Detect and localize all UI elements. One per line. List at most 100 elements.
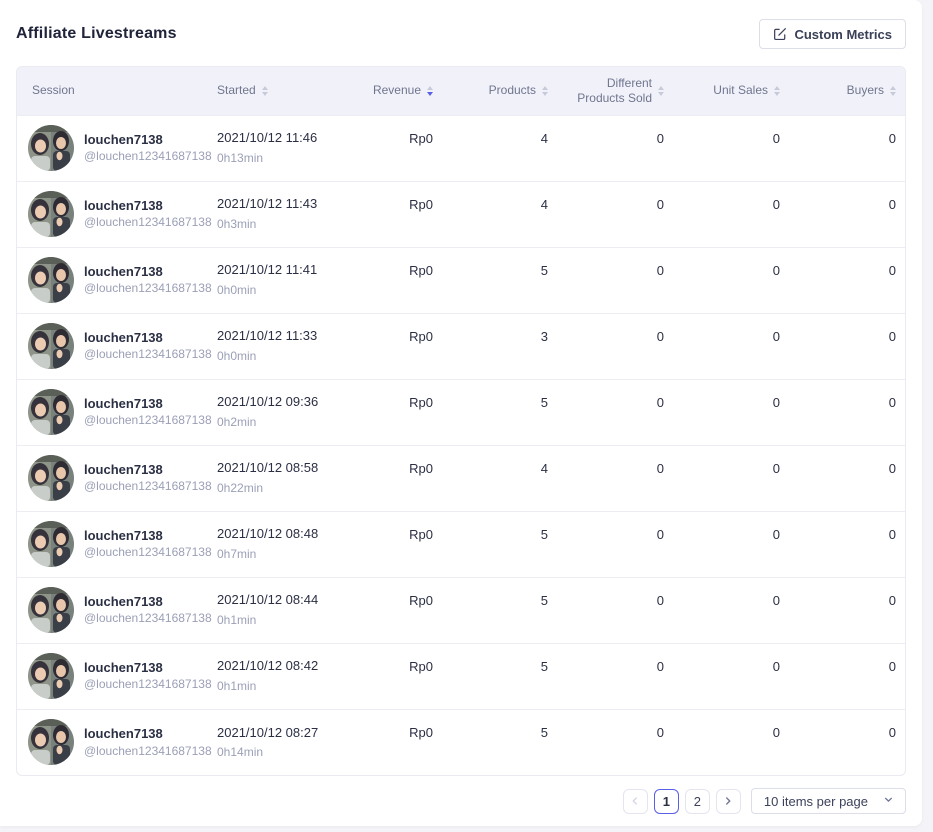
different-products-sold-value: 0: [656, 658, 664, 674]
streamer-handle: @louchen12341687138: [84, 743, 212, 758]
column-header-revenue[interactable]: Revenue: [373, 67, 443, 115]
started-datetime: 2021/10/12 11:46: [217, 130, 318, 146]
column-header-products[interactable]: Products: [443, 67, 558, 115]
buyers-value: 0: [888, 262, 896, 278]
chevron-right-icon: [721, 794, 735, 808]
sort-carets-icon[interactable]: [542, 85, 548, 96]
pagination-prev-button[interactable]: [622, 788, 648, 814]
streamer-avatar: [28, 191, 74, 237]
items-per-page-label: 10 items per page: [763, 793, 868, 809]
different-products-sold-value: 0: [656, 460, 664, 476]
started-datetime: 2021/10/12 08:44: [217, 592, 319, 608]
products-value: 4: [540, 460, 548, 476]
items-per-page-dropdown[interactable]: 10 items per page: [750, 788, 906, 814]
table-body: louchen7138 @louchen12341687138 2021/10/…: [17, 115, 905, 775]
stream-duration: 0h1min: [217, 612, 257, 627]
streamer-handle: @louchen12341687138: [84, 413, 212, 428]
buyers-value: 0: [888, 592, 896, 608]
pagination-page-2[interactable]: 2: [684, 788, 710, 814]
streamer-avatar: [28, 587, 74, 633]
streamer-handle: @louchen12341687138: [84, 611, 212, 626]
stream-duration: 0h3min: [217, 216, 257, 231]
different-products-sold-value: 0: [656, 196, 664, 212]
products-value: 4: [540, 130, 548, 146]
buyers-value: 0: [888, 130, 896, 146]
streamer-handle: @louchen12341687138: [84, 215, 212, 230]
streamer-handle: @louchen12341687138: [84, 347, 212, 362]
streamer-avatar: [28, 389, 74, 435]
streamer-handle: @louchen12341687138: [84, 479, 212, 494]
products-value: 5: [540, 724, 548, 740]
revenue-value: Rp0: [409, 724, 433, 740]
table-row[interactable]: louchen7138 @louchen12341687138 2021/10/…: [17, 181, 905, 247]
sort-carets-icon[interactable]: [890, 85, 896, 96]
column-header-buyers[interactable]: Buyers: [790, 67, 905, 115]
unit-sales-value: 0: [772, 394, 780, 410]
unit-sales-value: 0: [772, 526, 780, 542]
buyers-value: 0: [888, 328, 896, 344]
streamer-username: louchen7138: [84, 131, 163, 147]
column-header-session: Session: [17, 67, 217, 115]
table-row[interactable]: louchen7138 @louchen12341687138 2021/10/…: [17, 379, 905, 445]
table-row[interactable]: louchen7138 @louchen12341687138 2021/10/…: [17, 643, 905, 709]
started-datetime: 2021/10/12 11:41: [217, 262, 318, 278]
custom-metrics-label: Custom Metrics: [794, 26, 892, 42]
unit-sales-value: 0: [772, 460, 780, 476]
revenue-value: Rp0: [409, 460, 433, 476]
streamer-avatar: [28, 455, 74, 501]
buyers-value: 0: [888, 526, 896, 542]
pagination-next-button[interactable]: [715, 788, 741, 814]
different-products-sold-value: 0: [656, 526, 664, 542]
streamer-username: louchen7138: [84, 197, 163, 213]
streamer-username: louchen7138: [84, 395, 163, 411]
products-value: 3: [540, 328, 548, 344]
pagination-page-1[interactable]: 1: [653, 788, 679, 814]
started-datetime: 2021/10/12 11:43: [217, 196, 318, 212]
edit-square-icon: [773, 27, 787, 41]
revenue-value: Rp0: [409, 196, 433, 212]
started-datetime: 2021/10/12 08:42: [217, 658, 319, 674]
table-row[interactable]: louchen7138 @louchen12341687138 2021/10/…: [17, 511, 905, 577]
buyers-value: 0: [888, 724, 896, 740]
products-value: 5: [540, 394, 548, 410]
table-row[interactable]: louchen7138 @louchen12341687138 2021/10/…: [17, 577, 905, 643]
column-header-different-products-sold[interactable]: Different Products Sold: [558, 67, 674, 115]
products-value: 5: [540, 526, 548, 542]
started-datetime: 2021/10/12 11:33: [217, 328, 318, 344]
streamer-username: louchen7138: [84, 461, 163, 477]
streamer-username: louchen7138: [84, 659, 163, 675]
column-header-unit-sales[interactable]: Unit Sales: [674, 67, 790, 115]
sort-carets-icon-active[interactable]: [427, 85, 433, 96]
custom-metrics-button[interactable]: Custom Metrics: [759, 19, 906, 49]
products-value: 5: [540, 658, 548, 674]
sort-carets-icon[interactable]: [658, 85, 664, 96]
streamer-avatar: [28, 719, 74, 766]
streamer-username: louchen7138: [84, 726, 163, 742]
streamer-username: louchen7138: [84, 329, 163, 345]
unit-sales-value: 0: [772, 658, 780, 674]
stream-duration: 0h7min: [217, 546, 257, 561]
sort-carets-icon[interactable]: [774, 85, 780, 96]
streamer-username: louchen7138: [84, 263, 163, 279]
table-row[interactable]: louchen7138 @louchen12341687138 2021/10/…: [17, 313, 905, 379]
revenue-value: Rp0: [409, 328, 433, 344]
table-row[interactable]: louchen7138 @louchen12341687138 2021/10/…: [17, 445, 905, 511]
different-products-sold-value: 0: [656, 724, 664, 740]
stream-duration: 0h2min: [217, 414, 257, 429]
livestreams-table: Session Started Revenue: [16, 66, 906, 776]
sort-carets-icon[interactable]: [261, 85, 268, 96]
streamer-avatar: [28, 125, 74, 171]
streamer-avatar: [28, 257, 74, 303]
pagination: 1 2 10 items per page: [16, 788, 906, 814]
different-products-sold-value: 0: [656, 592, 664, 608]
table-row[interactable]: louchen7138 @louchen12341687138 2021/10/…: [17, 115, 905, 181]
table-row[interactable]: louchen7138 @louchen12341687138 2021/10/…: [17, 247, 905, 313]
unit-sales-value: 0: [772, 196, 780, 212]
column-header-started[interactable]: Started: [217, 67, 377, 115]
stream-duration: 0h0min: [217, 282, 257, 297]
streamer-username: louchen7138: [84, 527, 163, 543]
table-row[interactable]: louchen7138 @louchen12341687138 2021/10/…: [17, 709, 905, 775]
products-value: 4: [540, 196, 548, 212]
different-products-sold-value: 0: [656, 130, 664, 146]
